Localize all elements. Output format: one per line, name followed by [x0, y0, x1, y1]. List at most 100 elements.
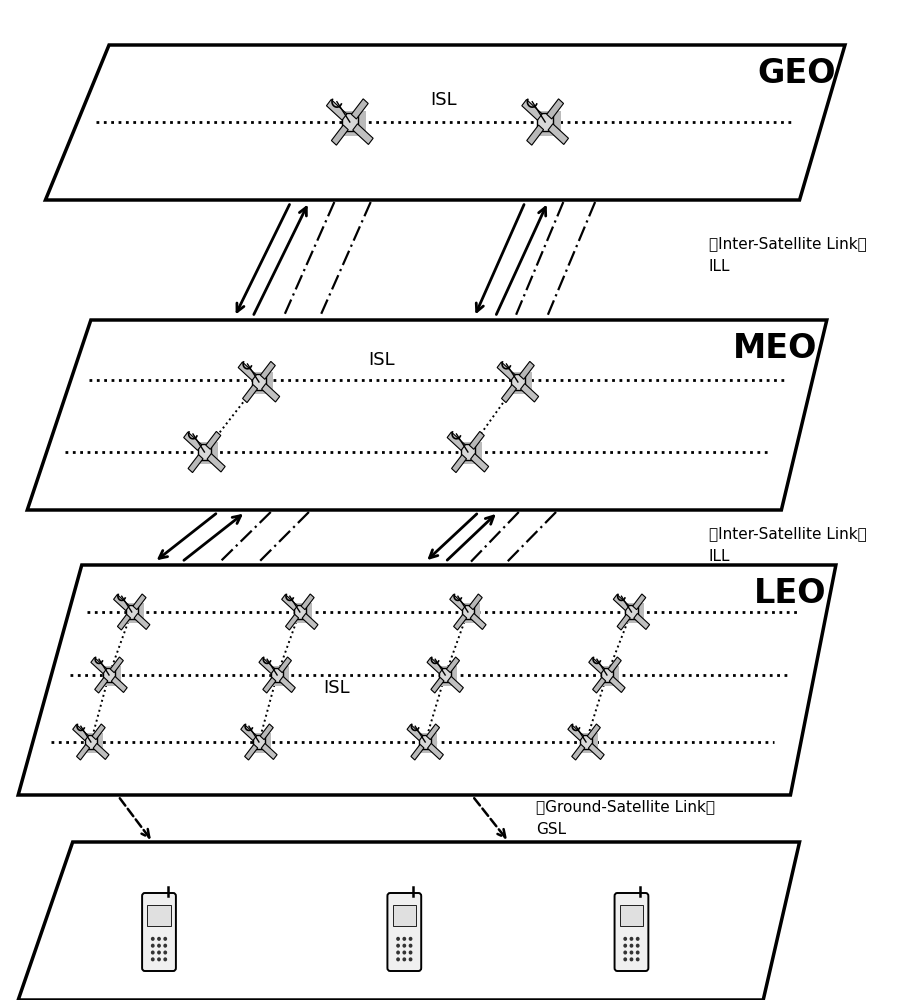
FancyBboxPatch shape: [271, 668, 283, 682]
Polygon shape: [238, 362, 256, 380]
Circle shape: [397, 958, 399, 961]
FancyBboxPatch shape: [615, 893, 649, 971]
Polygon shape: [110, 657, 123, 673]
FancyBboxPatch shape: [104, 666, 121, 686]
Polygon shape: [91, 658, 107, 674]
FancyBboxPatch shape: [148, 905, 170, 926]
Circle shape: [630, 944, 632, 947]
FancyBboxPatch shape: [538, 111, 561, 136]
Polygon shape: [118, 614, 130, 630]
FancyBboxPatch shape: [440, 666, 457, 686]
Polygon shape: [46, 45, 845, 200]
Polygon shape: [588, 724, 600, 740]
FancyBboxPatch shape: [512, 372, 532, 394]
Text: LEO: LEO: [754, 577, 827, 610]
FancyBboxPatch shape: [103, 668, 115, 682]
Polygon shape: [469, 594, 482, 610]
Polygon shape: [259, 658, 275, 674]
Polygon shape: [407, 725, 423, 741]
Polygon shape: [431, 677, 444, 693]
Circle shape: [397, 938, 399, 940]
Circle shape: [158, 944, 160, 947]
FancyBboxPatch shape: [581, 733, 599, 753]
Polygon shape: [426, 724, 439, 740]
Circle shape: [164, 958, 167, 961]
Circle shape: [403, 938, 405, 940]
Circle shape: [397, 944, 399, 947]
Polygon shape: [95, 677, 107, 693]
Polygon shape: [18, 842, 800, 1000]
Circle shape: [637, 938, 639, 940]
FancyBboxPatch shape: [580, 735, 592, 749]
Circle shape: [403, 958, 405, 961]
Circle shape: [151, 938, 154, 940]
Polygon shape: [593, 677, 606, 693]
Circle shape: [630, 951, 632, 954]
Polygon shape: [111, 676, 128, 692]
Polygon shape: [281, 595, 298, 611]
Text: ISL: ISL: [322, 679, 350, 697]
Polygon shape: [411, 744, 424, 760]
Circle shape: [403, 951, 405, 954]
Polygon shape: [352, 99, 368, 119]
FancyBboxPatch shape: [343, 111, 365, 136]
Text: （Inter-Satellite Link）
ILL: （Inter-Satellite Link） ILL: [709, 236, 866, 274]
FancyBboxPatch shape: [419, 735, 431, 749]
Polygon shape: [188, 455, 203, 473]
Polygon shape: [27, 320, 827, 510]
Circle shape: [409, 951, 412, 954]
Polygon shape: [261, 384, 280, 402]
Circle shape: [409, 958, 412, 961]
FancyBboxPatch shape: [126, 605, 138, 619]
FancyBboxPatch shape: [387, 893, 421, 971]
Polygon shape: [206, 431, 220, 449]
FancyBboxPatch shape: [199, 442, 219, 464]
FancyBboxPatch shape: [619, 905, 643, 926]
FancyBboxPatch shape: [626, 603, 644, 623]
Circle shape: [624, 951, 627, 954]
Polygon shape: [450, 595, 466, 611]
FancyBboxPatch shape: [420, 733, 437, 753]
Polygon shape: [497, 362, 516, 380]
Polygon shape: [134, 613, 150, 629]
Circle shape: [624, 958, 627, 961]
Polygon shape: [133, 594, 146, 610]
Polygon shape: [470, 613, 486, 629]
Circle shape: [624, 938, 627, 940]
FancyBboxPatch shape: [462, 605, 474, 619]
Polygon shape: [609, 676, 625, 692]
Polygon shape: [93, 743, 109, 759]
Polygon shape: [245, 744, 258, 760]
FancyBboxPatch shape: [462, 442, 482, 464]
Circle shape: [409, 938, 412, 940]
Polygon shape: [114, 595, 129, 611]
Polygon shape: [332, 125, 348, 145]
Circle shape: [637, 951, 639, 954]
Polygon shape: [427, 743, 444, 759]
FancyBboxPatch shape: [198, 444, 211, 460]
Circle shape: [158, 938, 160, 940]
Polygon shape: [242, 385, 258, 403]
Polygon shape: [589, 743, 604, 759]
Polygon shape: [207, 454, 225, 472]
Text: （Inter-Satellite Link）
ILL: （Inter-Satellite Link） ILL: [709, 526, 866, 564]
Polygon shape: [184, 432, 202, 450]
Polygon shape: [502, 385, 517, 403]
FancyBboxPatch shape: [253, 735, 265, 749]
FancyBboxPatch shape: [537, 113, 553, 131]
FancyBboxPatch shape: [142, 893, 176, 971]
Polygon shape: [326, 100, 347, 120]
Circle shape: [637, 958, 639, 961]
FancyBboxPatch shape: [253, 372, 273, 394]
Polygon shape: [454, 614, 466, 630]
Polygon shape: [568, 725, 584, 741]
FancyBboxPatch shape: [439, 668, 451, 682]
Polygon shape: [519, 361, 534, 379]
Text: ISL: ISL: [368, 351, 394, 369]
Text: （Ground-Satellite Link）
GSL: （Ground-Satellite Link） GSL: [536, 799, 715, 837]
Polygon shape: [522, 100, 542, 120]
Polygon shape: [632, 594, 646, 610]
Polygon shape: [469, 431, 485, 449]
Circle shape: [151, 958, 154, 961]
Polygon shape: [73, 725, 88, 741]
